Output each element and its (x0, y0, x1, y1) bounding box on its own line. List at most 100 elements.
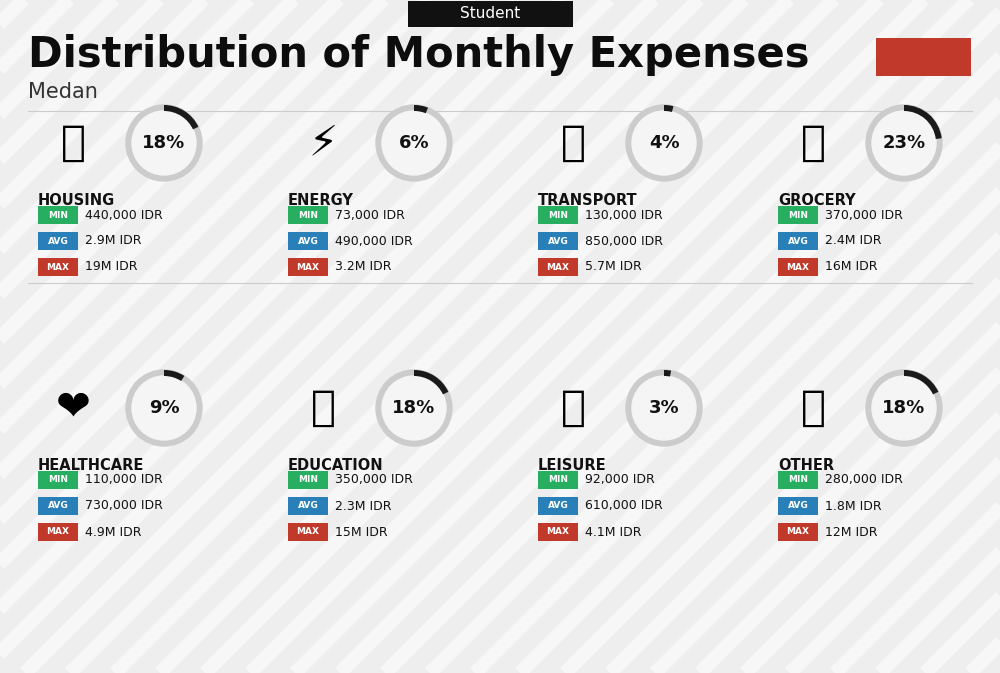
Text: 850,000 IDR: 850,000 IDR (585, 234, 663, 248)
Text: 19M IDR: 19M IDR (85, 260, 138, 273)
Text: 4.9M IDR: 4.9M IDR (85, 526, 142, 538)
Text: 3.2M IDR: 3.2M IDR (335, 260, 392, 273)
FancyBboxPatch shape (778, 471, 818, 489)
Circle shape (376, 105, 452, 181)
Text: AVG: AVG (48, 501, 68, 511)
Wedge shape (904, 370, 938, 394)
FancyBboxPatch shape (38, 258, 78, 276)
Circle shape (866, 370, 942, 446)
Wedge shape (664, 370, 671, 377)
Text: 18%: 18% (882, 399, 926, 417)
Text: 2.9M IDR: 2.9M IDR (85, 234, 142, 248)
Circle shape (126, 370, 202, 446)
Text: MAX: MAX (296, 528, 320, 536)
Circle shape (872, 111, 936, 175)
Text: 2.4M IDR: 2.4M IDR (825, 234, 882, 248)
Text: 370,000 IDR: 370,000 IDR (825, 209, 903, 221)
Text: 92,000 IDR: 92,000 IDR (585, 474, 655, 487)
Text: HEALTHCARE: HEALTHCARE (38, 458, 144, 473)
FancyBboxPatch shape (288, 523, 328, 541)
Text: MAX: MAX (296, 262, 320, 271)
FancyBboxPatch shape (778, 232, 818, 250)
Text: 490,000 IDR: 490,000 IDR (335, 234, 413, 248)
Text: HOUSING: HOUSING (38, 193, 115, 208)
Text: OTHER: OTHER (778, 458, 834, 473)
Text: 9%: 9% (149, 399, 179, 417)
Wedge shape (414, 105, 428, 113)
Text: MIN: MIN (298, 476, 318, 485)
Text: 2.3M IDR: 2.3M IDR (335, 499, 392, 513)
FancyBboxPatch shape (538, 206, 578, 224)
Text: 🛍: 🛍 (560, 387, 586, 429)
Text: MAX: MAX (546, 528, 570, 536)
Text: AVG: AVG (298, 236, 318, 246)
Circle shape (376, 370, 452, 446)
Wedge shape (164, 105, 198, 129)
Text: ENERGY: ENERGY (288, 193, 354, 208)
Text: MAX: MAX (46, 262, 70, 271)
Text: ❤️: ❤️ (56, 387, 90, 429)
FancyBboxPatch shape (778, 206, 818, 224)
Text: 18%: 18% (392, 399, 436, 417)
Text: 130,000 IDR: 130,000 IDR (585, 209, 663, 221)
Text: MIN: MIN (298, 211, 318, 219)
FancyBboxPatch shape (38, 206, 78, 224)
Text: EDUCATION: EDUCATION (288, 458, 384, 473)
Text: MAX: MAX (46, 528, 70, 536)
Text: MIN: MIN (548, 211, 568, 219)
Circle shape (626, 370, 702, 446)
Text: 610,000 IDR: 610,000 IDR (585, 499, 663, 513)
FancyBboxPatch shape (538, 471, 578, 489)
Text: 5.7M IDR: 5.7M IDR (585, 260, 642, 273)
Wedge shape (664, 105, 673, 112)
FancyBboxPatch shape (876, 38, 971, 76)
Wedge shape (414, 370, 448, 394)
Text: MAX: MAX (786, 262, 810, 271)
Text: AVG: AVG (788, 236, 808, 246)
FancyBboxPatch shape (778, 497, 818, 515)
Text: MIN: MIN (548, 476, 568, 485)
Text: 🎓: 🎓 (310, 387, 336, 429)
Text: 🛒: 🛒 (800, 122, 826, 164)
FancyBboxPatch shape (288, 206, 328, 224)
FancyBboxPatch shape (288, 258, 328, 276)
Text: 110,000 IDR: 110,000 IDR (85, 474, 163, 487)
Text: GROCERY: GROCERY (778, 193, 856, 208)
Text: 4.1M IDR: 4.1M IDR (585, 526, 642, 538)
Text: Student: Student (460, 7, 521, 22)
Text: AVG: AVG (48, 236, 68, 246)
Text: 👜: 👜 (800, 387, 826, 429)
FancyBboxPatch shape (38, 232, 78, 250)
Text: MIN: MIN (48, 476, 68, 485)
Circle shape (866, 105, 942, 181)
Text: 23%: 23% (882, 134, 926, 152)
Text: AVG: AVG (548, 236, 568, 246)
Text: 6%: 6% (399, 134, 429, 152)
Text: 12M IDR: 12M IDR (825, 526, 878, 538)
Text: 730,000 IDR: 730,000 IDR (85, 499, 163, 513)
Text: MAX: MAX (786, 528, 810, 536)
Text: MIN: MIN (788, 476, 808, 485)
FancyBboxPatch shape (288, 497, 328, 515)
Text: Distribution of Monthly Expenses: Distribution of Monthly Expenses (28, 34, 810, 76)
Wedge shape (904, 105, 942, 139)
Text: 73,000 IDR: 73,000 IDR (335, 209, 405, 221)
Wedge shape (164, 370, 184, 381)
FancyBboxPatch shape (538, 232, 578, 250)
Circle shape (382, 376, 446, 440)
Circle shape (126, 105, 202, 181)
FancyBboxPatch shape (38, 497, 78, 515)
FancyBboxPatch shape (538, 497, 578, 515)
Text: 280,000 IDR: 280,000 IDR (825, 474, 903, 487)
FancyBboxPatch shape (408, 1, 573, 27)
Text: Medan: Medan (28, 82, 98, 102)
Text: AVG: AVG (298, 501, 318, 511)
FancyBboxPatch shape (778, 523, 818, 541)
FancyBboxPatch shape (38, 523, 78, 541)
Text: 440,000 IDR: 440,000 IDR (85, 209, 163, 221)
FancyBboxPatch shape (288, 471, 328, 489)
Text: ⚡: ⚡ (308, 122, 338, 164)
FancyBboxPatch shape (38, 471, 78, 489)
Text: MAX: MAX (546, 262, 570, 271)
Text: 16M IDR: 16M IDR (825, 260, 878, 273)
